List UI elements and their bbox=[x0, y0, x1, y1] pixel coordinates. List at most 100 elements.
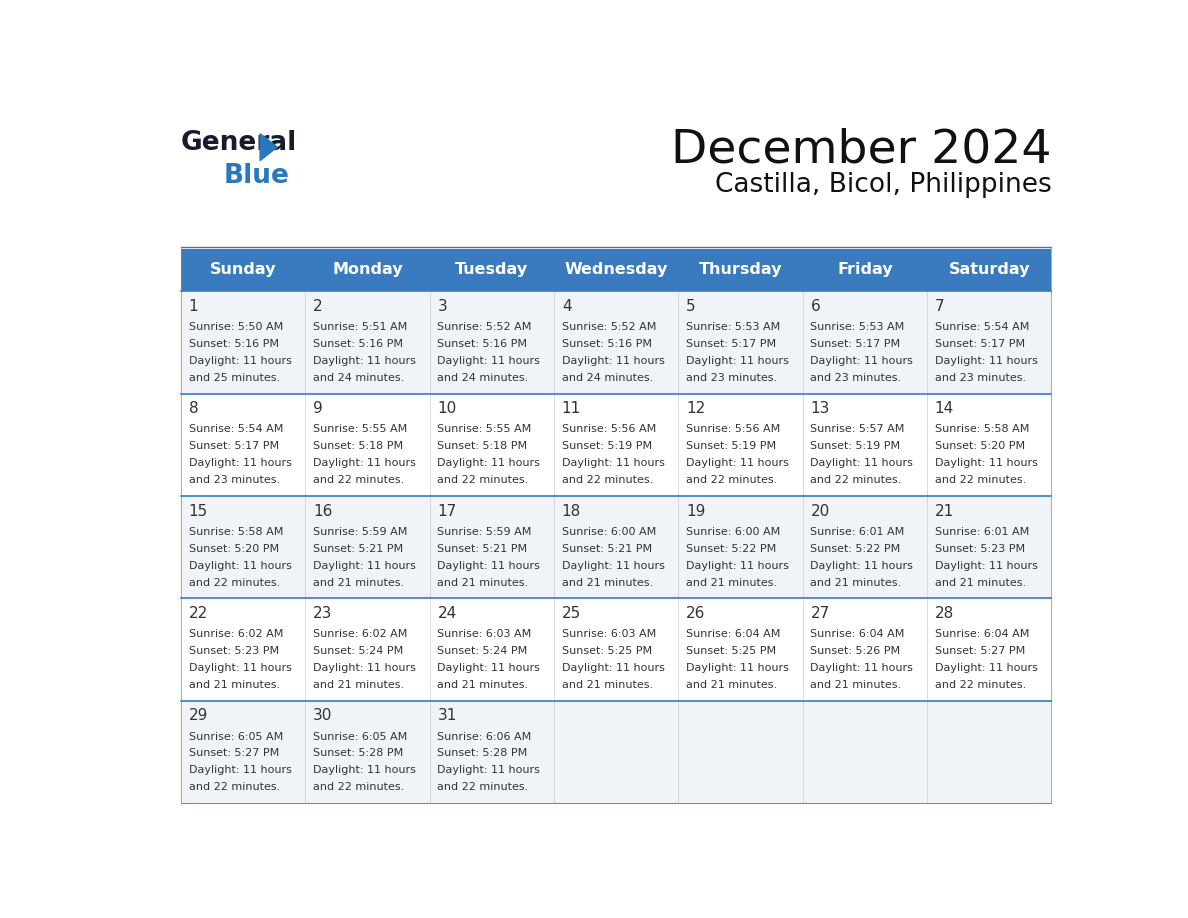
Text: Sunrise: 5:56 AM: Sunrise: 5:56 AM bbox=[687, 424, 781, 434]
Bar bbox=[305, 249, 430, 291]
Text: Daylight: 11 hours: Daylight: 11 hours bbox=[189, 561, 292, 571]
Text: and 24 minutes.: and 24 minutes. bbox=[314, 373, 404, 383]
Text: Wednesday: Wednesday bbox=[564, 263, 668, 277]
Text: Sunset: 5:23 PM: Sunset: 5:23 PM bbox=[189, 646, 279, 656]
Text: 15: 15 bbox=[189, 504, 208, 519]
Bar bbox=[927, 700, 1051, 803]
Text: Sunday: Sunday bbox=[210, 263, 277, 277]
Text: 14: 14 bbox=[935, 401, 954, 416]
Text: and 22 minutes.: and 22 minutes. bbox=[314, 476, 404, 485]
Text: Sunset: 5:27 PM: Sunset: 5:27 PM bbox=[189, 748, 279, 758]
Text: 11: 11 bbox=[562, 401, 581, 416]
Text: and 23 minutes.: and 23 minutes. bbox=[935, 373, 1026, 383]
Text: Sunset: 5:20 PM: Sunset: 5:20 PM bbox=[189, 543, 279, 554]
Bar bbox=[554, 496, 678, 599]
Bar bbox=[430, 599, 554, 700]
Bar bbox=[181, 700, 305, 803]
Text: Daylight: 11 hours: Daylight: 11 hours bbox=[189, 766, 292, 776]
Text: and 21 minutes.: and 21 minutes. bbox=[687, 680, 777, 690]
Bar bbox=[181, 394, 305, 496]
Text: Daylight: 11 hours: Daylight: 11 hours bbox=[314, 663, 416, 673]
Text: and 21 minutes.: and 21 minutes. bbox=[314, 680, 404, 690]
Bar bbox=[181, 291, 305, 394]
Text: Sunrise: 6:02 AM: Sunrise: 6:02 AM bbox=[314, 629, 407, 639]
Text: 19: 19 bbox=[687, 504, 706, 519]
Text: Sunrise: 6:00 AM: Sunrise: 6:00 AM bbox=[687, 527, 781, 537]
Text: and 22 minutes.: and 22 minutes. bbox=[437, 476, 529, 485]
Text: Daylight: 11 hours: Daylight: 11 hours bbox=[437, 766, 541, 776]
Text: Sunrise: 5:52 AM: Sunrise: 5:52 AM bbox=[437, 322, 532, 332]
Text: Sunset: 5:19 PM: Sunset: 5:19 PM bbox=[687, 442, 776, 452]
Bar bbox=[305, 496, 430, 599]
Text: Sunset: 5:16 PM: Sunset: 5:16 PM bbox=[437, 339, 527, 349]
Bar bbox=[305, 700, 430, 803]
Text: Daylight: 11 hours: Daylight: 11 hours bbox=[687, 356, 789, 365]
Text: Sunset: 5:26 PM: Sunset: 5:26 PM bbox=[810, 646, 901, 656]
Text: Sunset: 5:16 PM: Sunset: 5:16 PM bbox=[189, 339, 279, 349]
Text: Sunset: 5:27 PM: Sunset: 5:27 PM bbox=[935, 646, 1025, 656]
Text: and 21 minutes.: and 21 minutes. bbox=[189, 680, 280, 690]
Text: Daylight: 11 hours: Daylight: 11 hours bbox=[437, 458, 541, 468]
Text: Sunrise: 5:59 AM: Sunrise: 5:59 AM bbox=[437, 527, 532, 537]
Text: and 24 minutes.: and 24 minutes. bbox=[437, 373, 529, 383]
Bar bbox=[803, 291, 927, 394]
Text: Daylight: 11 hours: Daylight: 11 hours bbox=[437, 561, 541, 571]
Bar bbox=[181, 249, 305, 291]
Text: and 22 minutes.: and 22 minutes. bbox=[314, 782, 404, 792]
Bar bbox=[927, 599, 1051, 700]
Text: Daylight: 11 hours: Daylight: 11 hours bbox=[810, 458, 914, 468]
Text: Sunset: 5:20 PM: Sunset: 5:20 PM bbox=[935, 442, 1025, 452]
Text: 25: 25 bbox=[562, 606, 581, 621]
Bar bbox=[678, 291, 803, 394]
Text: Sunset: 5:21 PM: Sunset: 5:21 PM bbox=[562, 543, 652, 554]
Bar bbox=[554, 394, 678, 496]
Text: 21: 21 bbox=[935, 504, 954, 519]
Text: Sunset: 5:21 PM: Sunset: 5:21 PM bbox=[437, 543, 527, 554]
Text: and 22 minutes.: and 22 minutes. bbox=[687, 476, 777, 485]
Text: Sunset: 5:19 PM: Sunset: 5:19 PM bbox=[810, 442, 901, 452]
Text: 12: 12 bbox=[687, 401, 706, 416]
Text: Daylight: 11 hours: Daylight: 11 hours bbox=[810, 356, 914, 365]
Text: Sunset: 5:24 PM: Sunset: 5:24 PM bbox=[314, 646, 404, 656]
Text: and 22 minutes.: and 22 minutes. bbox=[935, 476, 1026, 485]
Text: Daylight: 11 hours: Daylight: 11 hours bbox=[687, 663, 789, 673]
Text: and 21 minutes.: and 21 minutes. bbox=[562, 680, 653, 690]
Text: Sunrise: 5:51 AM: Sunrise: 5:51 AM bbox=[314, 322, 407, 332]
Text: Sunrise: 6:03 AM: Sunrise: 6:03 AM bbox=[437, 629, 532, 639]
Bar bbox=[927, 249, 1051, 291]
Bar bbox=[803, 496, 927, 599]
Text: 3: 3 bbox=[437, 299, 447, 314]
Text: Blue: Blue bbox=[223, 162, 290, 188]
Text: Sunrise: 5:58 AM: Sunrise: 5:58 AM bbox=[189, 527, 283, 537]
Text: Friday: Friday bbox=[838, 263, 892, 277]
Text: and 25 minutes.: and 25 minutes. bbox=[189, 373, 280, 383]
Text: Sunrise: 5:52 AM: Sunrise: 5:52 AM bbox=[562, 322, 656, 332]
Bar bbox=[554, 599, 678, 700]
Text: and 21 minutes.: and 21 minutes. bbox=[810, 577, 902, 588]
Text: 16: 16 bbox=[314, 504, 333, 519]
Text: Sunset: 5:28 PM: Sunset: 5:28 PM bbox=[437, 748, 527, 758]
Text: 24: 24 bbox=[437, 606, 456, 621]
Bar bbox=[430, 249, 554, 291]
Text: Sunset: 5:28 PM: Sunset: 5:28 PM bbox=[314, 748, 404, 758]
Text: and 21 minutes.: and 21 minutes. bbox=[935, 577, 1026, 588]
Bar bbox=[803, 599, 927, 700]
Bar bbox=[678, 394, 803, 496]
Text: Sunrise: 5:54 AM: Sunrise: 5:54 AM bbox=[935, 322, 1029, 332]
Text: and 22 minutes.: and 22 minutes. bbox=[935, 680, 1026, 690]
Text: 22: 22 bbox=[189, 606, 208, 621]
Text: Sunrise: 5:55 AM: Sunrise: 5:55 AM bbox=[314, 424, 407, 434]
Text: Sunrise: 6:04 AM: Sunrise: 6:04 AM bbox=[935, 629, 1029, 639]
Text: Sunrise: 5:53 AM: Sunrise: 5:53 AM bbox=[810, 322, 905, 332]
Text: 29: 29 bbox=[189, 709, 208, 723]
Text: General: General bbox=[181, 130, 297, 156]
Text: 9: 9 bbox=[314, 401, 323, 416]
Text: Tuesday: Tuesday bbox=[455, 263, 529, 277]
Text: 20: 20 bbox=[810, 504, 829, 519]
Text: and 23 minutes.: and 23 minutes. bbox=[810, 373, 902, 383]
Text: Sunrise: 5:55 AM: Sunrise: 5:55 AM bbox=[437, 424, 532, 434]
Text: Daylight: 11 hours: Daylight: 11 hours bbox=[562, 458, 664, 468]
Text: and 22 minutes.: and 22 minutes. bbox=[437, 782, 529, 792]
Text: Sunrise: 6:04 AM: Sunrise: 6:04 AM bbox=[810, 629, 905, 639]
Text: Sunrise: 5:59 AM: Sunrise: 5:59 AM bbox=[314, 527, 407, 537]
